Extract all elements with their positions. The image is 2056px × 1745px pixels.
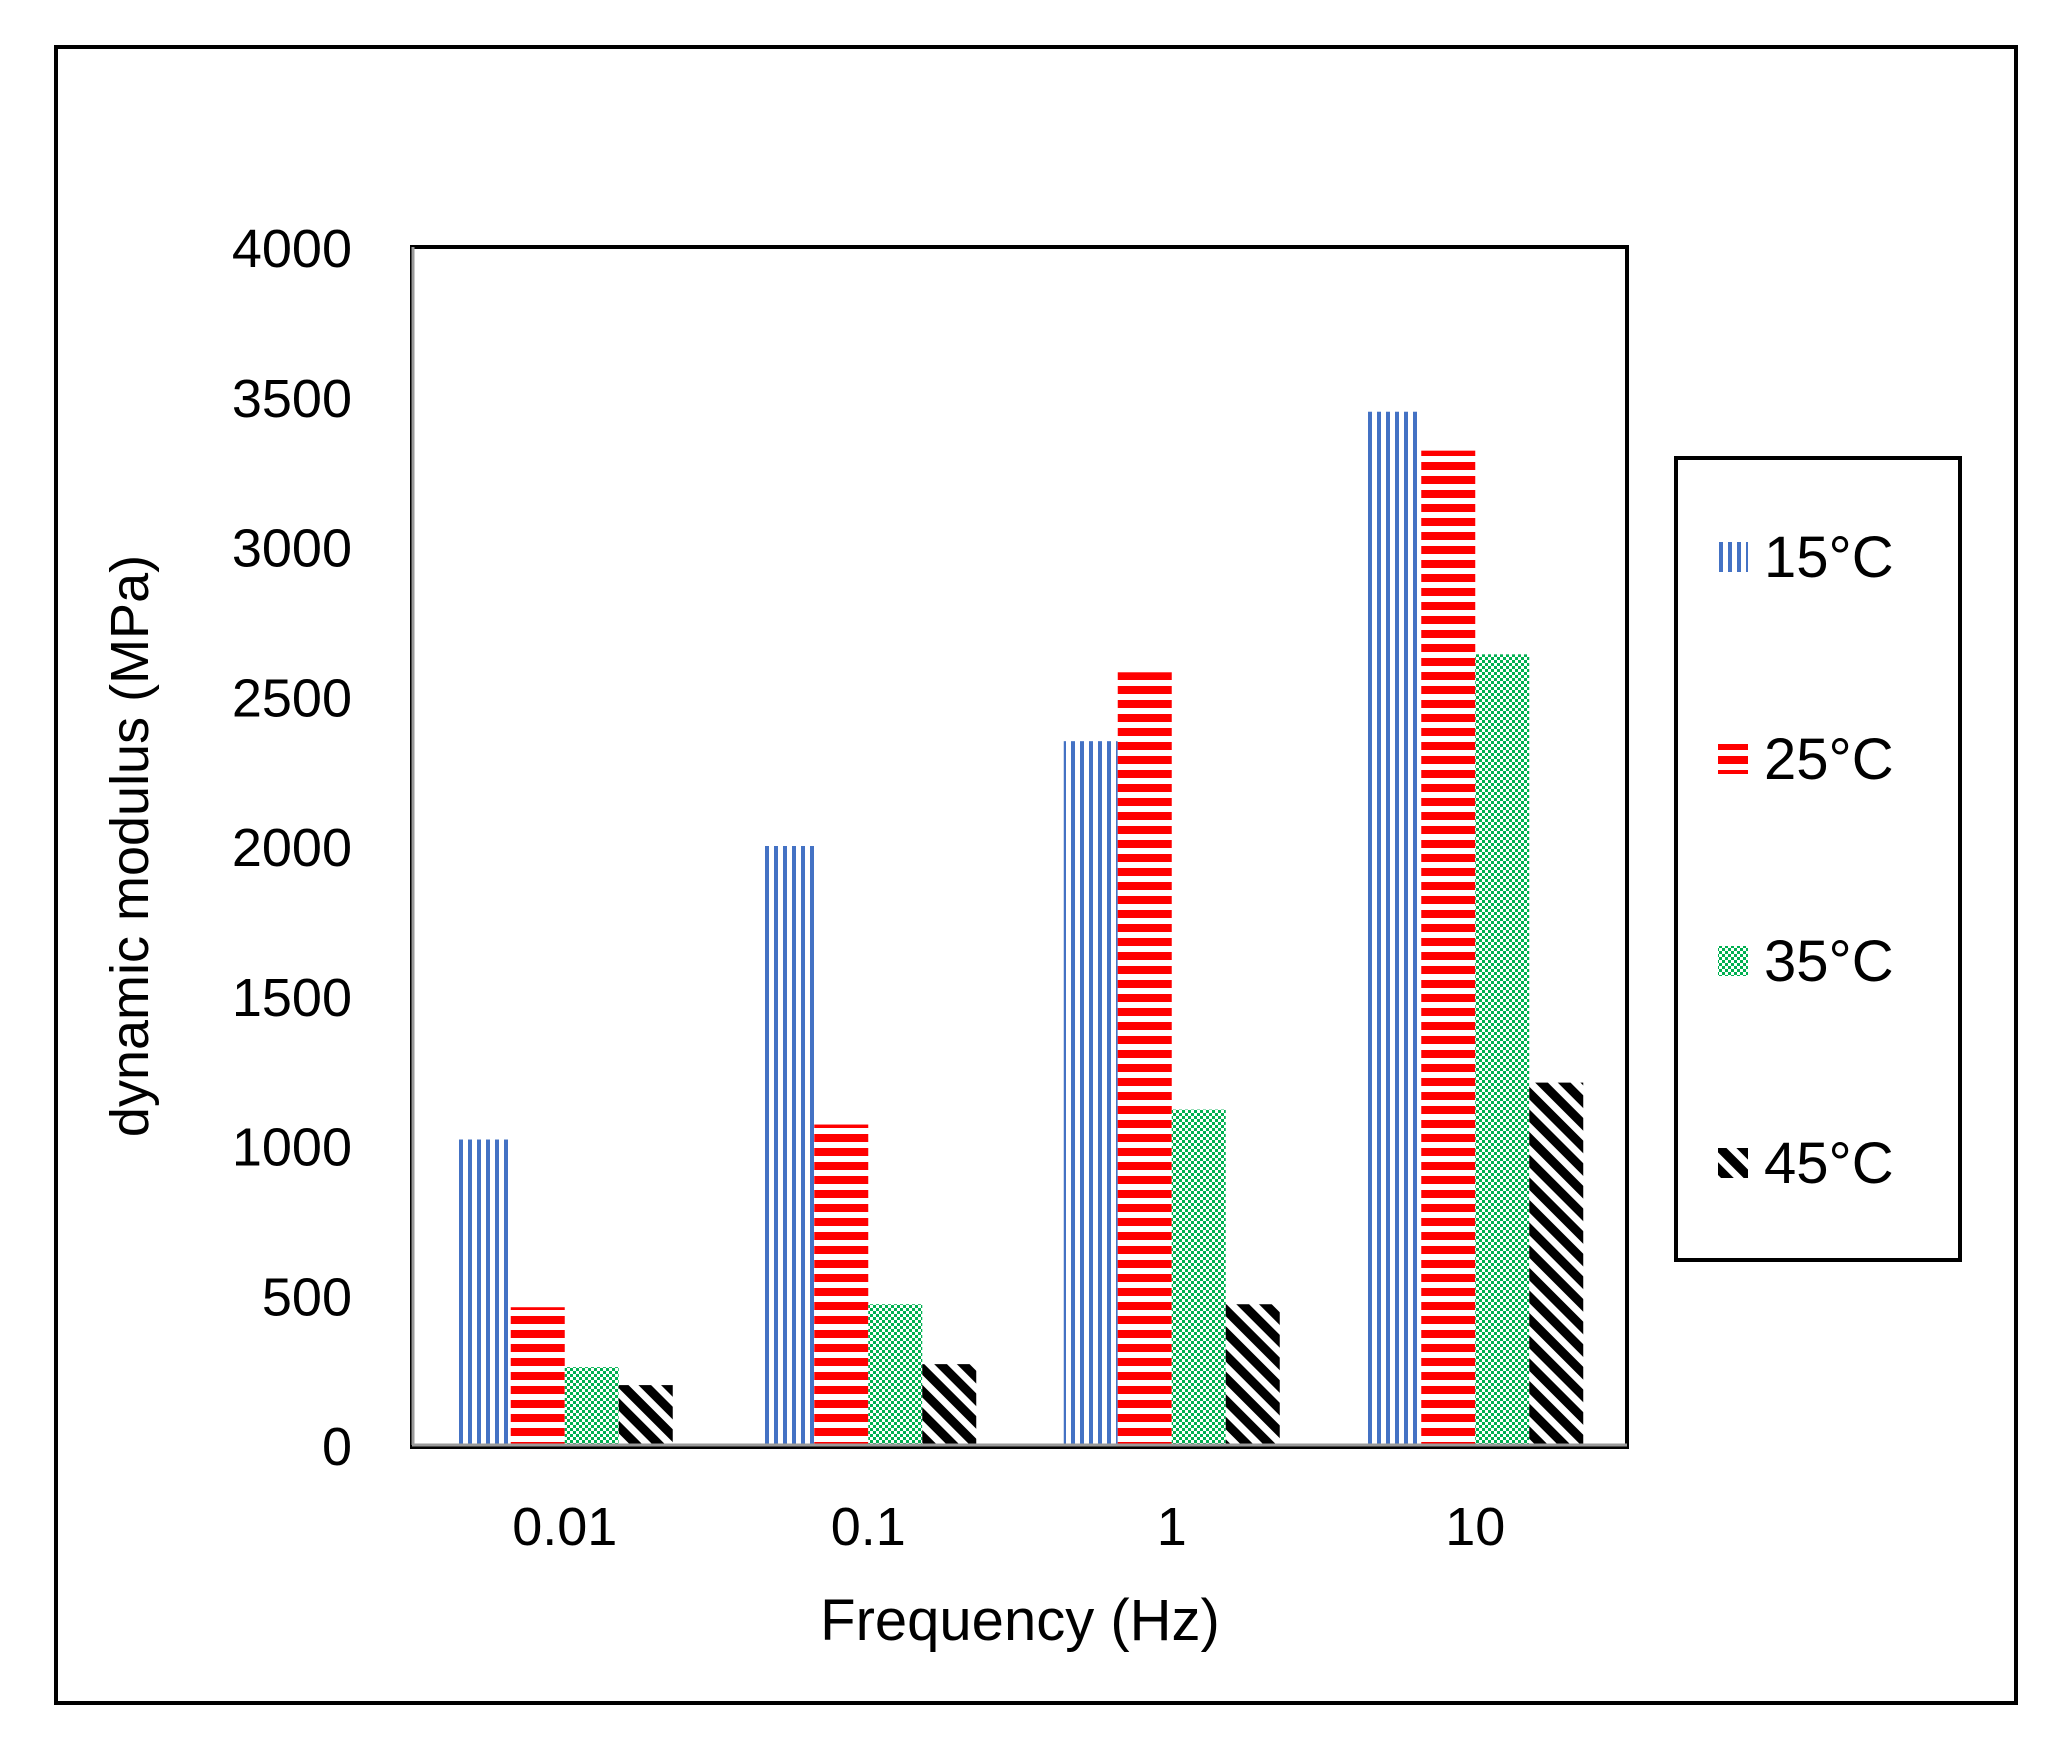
y-tick-label: 2000 [232,818,352,878]
bar-45c-10 [1529,1082,1584,1445]
legend-box [1674,456,1962,1262]
bar-25c-10 [1421,450,1476,1445]
y-tick-label: 0 [322,1417,352,1477]
x-axis-label: Frequency (Hz) [820,1588,1220,1653]
legend: 15°C 25°C 35°C 45°C [1718,525,1894,1196]
bar-45c-1 [1225,1304,1280,1445]
y-axis-ticks: 0 500 1000 1500 2000 2500 3000 3500 4000 [232,219,352,1477]
legend-swatch-25c [1718,744,1748,774]
legend-swatch-45c [1718,1148,1748,1178]
y-axis-label: dynamic modulus (MPa) [100,555,160,1137]
x-axis-ticks: 0.01 0.1 1 10 [512,1497,1505,1557]
bar-45c-0_01 [618,1385,673,1445]
bar-45c-0_1 [922,1364,977,1445]
y-tick-label: 3500 [232,369,352,429]
legend-label: 35°C [1764,929,1894,994]
bar-35c-0_01 [564,1367,619,1445]
legend-label: 25°C [1764,727,1894,792]
y-tick-label: 1000 [232,1118,352,1178]
y-tick-label: 3000 [232,519,352,579]
y-tick-label: 500 [262,1267,352,1327]
bar-15c-1 [1063,741,1118,1445]
y-tick-label: 4000 [232,219,352,279]
bar-35c-10 [1475,654,1530,1445]
bar-15c-0_1 [760,846,815,1445]
legend-swatch-15c [1718,542,1748,572]
bar-15c-10 [1367,411,1422,1446]
bar-25c-0_01 [510,1307,565,1445]
bar-35c-1 [1171,1109,1226,1445]
bars-group [456,411,1584,1446]
bar-25c-0_1 [814,1124,869,1445]
bar-15c-0_01 [456,1139,511,1445]
y-tick-label: 2500 [232,668,352,728]
legend-swatch-35c [1718,946,1748,976]
y-tick-label: 1500 [232,968,352,1028]
legend-label: 15°C [1764,525,1894,590]
x-tick-label: 0.1 [831,1497,906,1557]
legend-label: 45°C [1764,1131,1894,1196]
x-tick-label: 0.01 [512,1497,617,1557]
bar-35c-0_1 [868,1304,923,1445]
bar-25c-1 [1117,672,1172,1445]
x-tick-label: 1 [1157,1497,1187,1557]
x-tick-label: 10 [1445,1497,1505,1557]
